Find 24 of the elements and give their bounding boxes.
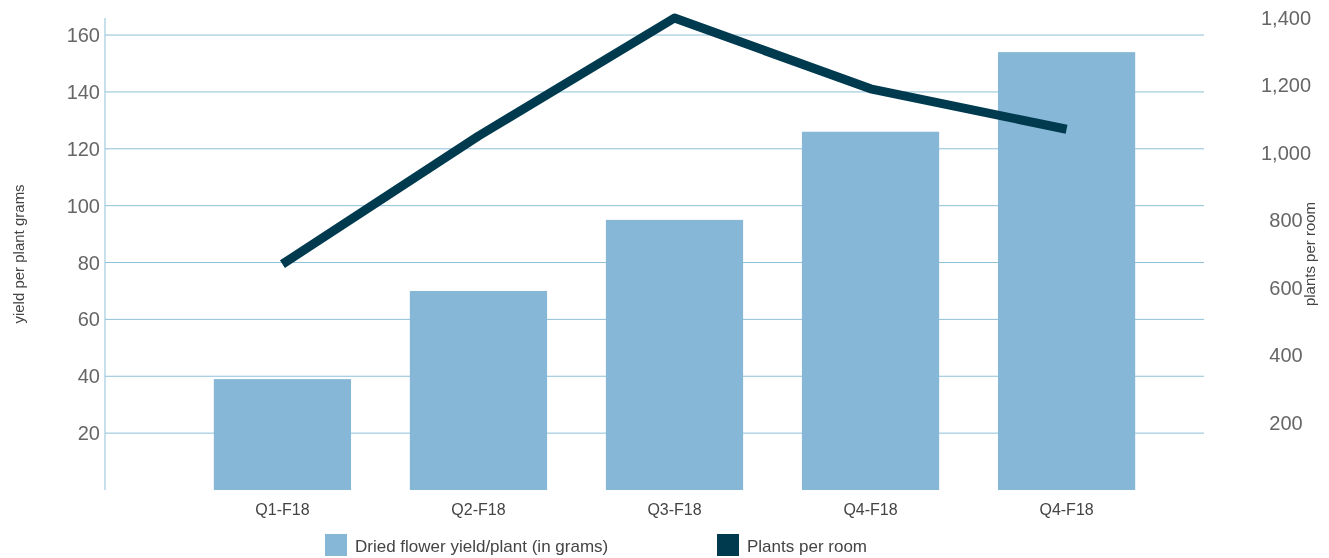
legend-label: Dried flower yield/plant (in grams) bbox=[355, 536, 609, 556]
y-tick-label: 60 bbox=[77, 308, 100, 331]
y2-tick-label: 400 bbox=[1269, 344, 1303, 367]
y-tick-label: 160 bbox=[66, 24, 100, 47]
y-tick-label: 100 bbox=[66, 194, 100, 217]
y2-axis-title: plants per room bbox=[1301, 201, 1318, 307]
y2-tick-label: 1,000 bbox=[1260, 141, 1312, 164]
y-tick-label: 20 bbox=[77, 422, 100, 445]
x-tick-label: Q1-F18 bbox=[255, 501, 310, 518]
x-tick-label: Q4-F18 bbox=[1039, 501, 1094, 518]
y-tick-label: 140 bbox=[66, 80, 100, 103]
y2-tick-label: 800 bbox=[1269, 209, 1303, 232]
y2-tick-label: 1,400 bbox=[1260, 7, 1312, 29]
y-tick-label: 40 bbox=[77, 365, 100, 388]
y2-tick-label: 600 bbox=[1269, 276, 1303, 299]
y-axis-title: yield per plant grams bbox=[10, 184, 27, 324]
y2-tick-label: 1,200 bbox=[1260, 74, 1312, 97]
x-tick-label: Q2-F18 bbox=[451, 501, 506, 518]
y-tick-label: 80 bbox=[77, 251, 100, 274]
x-tick-label: Q3-F18 bbox=[647, 501, 702, 518]
x-tick-label: Q4-F18 bbox=[843, 501, 898, 518]
legend-label: Plants per room bbox=[747, 536, 867, 556]
y2-tick-label: 200 bbox=[1269, 411, 1303, 434]
y-tick-label: 120 bbox=[66, 137, 100, 160]
